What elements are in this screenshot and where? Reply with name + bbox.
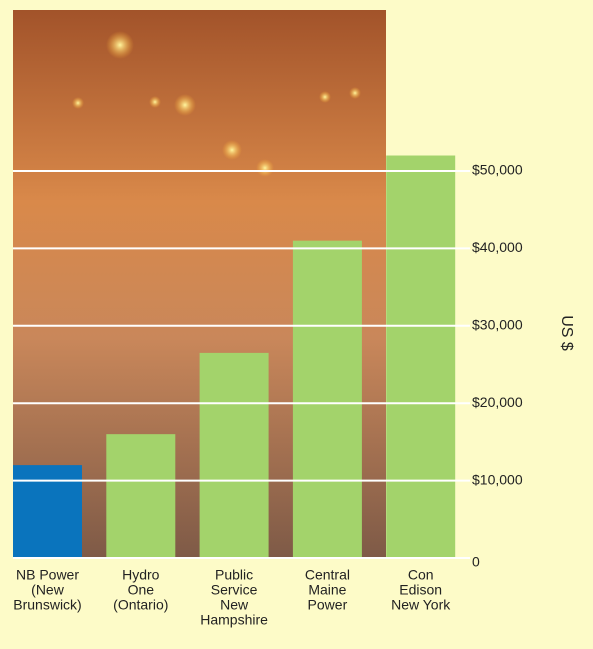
x-tick-label: Brunswick) (13, 597, 81, 613)
x-tick-label: Edison (399, 582, 442, 598)
y-tick-label: 0 (472, 554, 480, 570)
y-tick-label: $40,000 (472, 239, 523, 255)
x-tick-label: Service (211, 582, 258, 598)
bar (199, 352, 269, 558)
y-axis-label: US $ (558, 315, 575, 351)
x-tick-label: NB Power (16, 567, 79, 583)
x-tick-label: Hydro (122, 567, 160, 583)
x-tick-label: Maine (308, 582, 346, 598)
y-tick-label: $50,000 (472, 162, 523, 178)
bar (292, 240, 362, 558)
x-tick-label: One (128, 582, 155, 598)
x-tick-label: Con (408, 567, 434, 583)
bar (386, 155, 456, 558)
y-tick-label: $10,000 (472, 471, 523, 487)
x-tick-label: Central (305, 567, 350, 583)
x-tick-label: Public (215, 567, 253, 583)
bar (13, 465, 82, 558)
bar (106, 434, 176, 558)
x-tick-label: New York (391, 597, 451, 613)
x-tick-label: New (220, 597, 249, 613)
y-tick-label: $30,000 (472, 316, 523, 332)
y-tick-label: $20,000 (472, 394, 523, 410)
x-tick-label: (New (31, 582, 65, 598)
photo-lights (72, 31, 361, 177)
x-tick-label: Hampshire (200, 612, 268, 628)
x-tick-label: Power (308, 597, 348, 613)
x-tick-label: (Ontario) (113, 597, 168, 613)
